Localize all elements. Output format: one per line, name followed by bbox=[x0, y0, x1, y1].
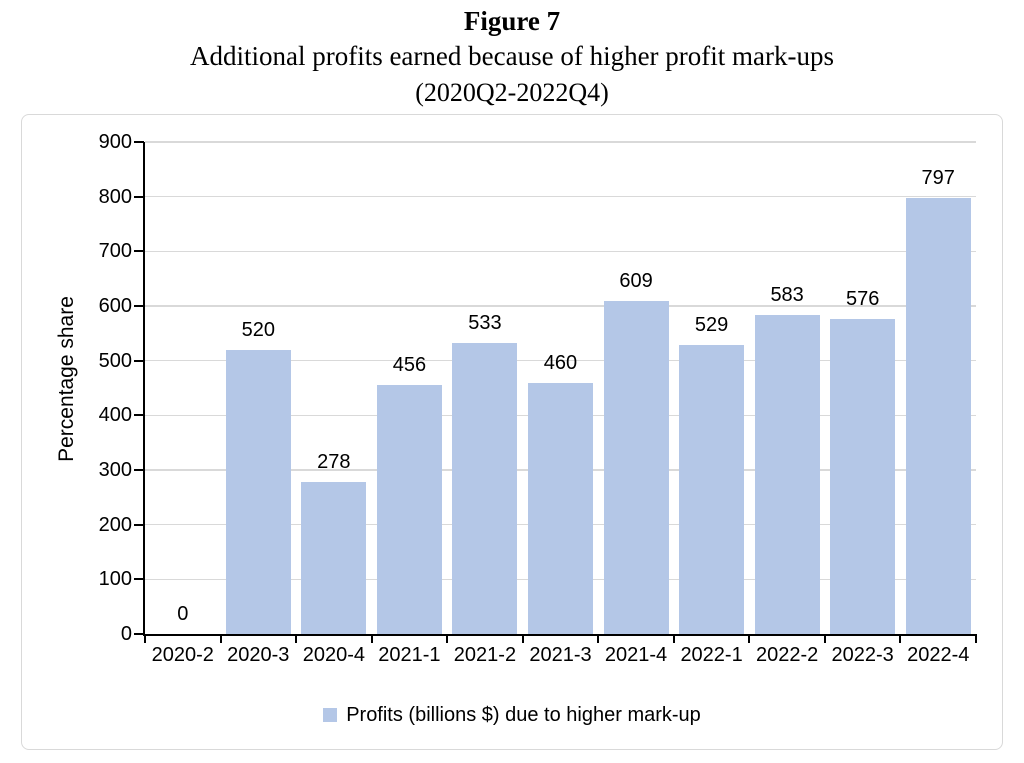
x-axis-tick bbox=[672, 634, 675, 643]
bar bbox=[754, 315, 820, 634]
figure-period: (2020Q2-2022Q4) bbox=[415, 78, 609, 107]
bar-value-label: 0 bbox=[177, 603, 189, 625]
bar bbox=[830, 319, 896, 634]
y-tick-label: 400 bbox=[98, 404, 132, 427]
x-tick-label: 2021-3 bbox=[529, 644, 592, 666]
x-axis-tick bbox=[295, 634, 298, 643]
bar-value-label: 278 bbox=[317, 451, 351, 474]
y-axis-tick bbox=[134, 633, 144, 635]
legend-swatch-icon bbox=[323, 708, 338, 722]
gridline bbox=[145, 359, 976, 362]
bar-value-label: 576 bbox=[845, 288, 880, 311]
x-axis-tick bbox=[823, 634, 826, 643]
y-tick-label: 500 bbox=[98, 349, 132, 372]
x-tick-label: 2020-4 bbox=[302, 644, 365, 666]
x-axis-tick bbox=[446, 634, 449, 643]
bar bbox=[376, 384, 442, 634]
bar bbox=[905, 198, 971, 634]
x-axis-tick bbox=[748, 634, 751, 643]
x-tick-label: 2020-3 bbox=[227, 644, 290, 666]
bar bbox=[603, 301, 669, 634]
y-axis-tick bbox=[134, 523, 144, 526]
gridline bbox=[145, 141, 976, 143]
y-axis-tick bbox=[134, 469, 144, 471]
x-tick-label: 2022-4 bbox=[907, 644, 970, 666]
y-tick-label: 0 bbox=[120, 623, 132, 645]
bar bbox=[225, 349, 291, 634]
x-tick-label: 2021-1 bbox=[378, 644, 441, 666]
bar bbox=[452, 342, 518, 634]
legend: Profits (billions $) due to higher mark-… bbox=[22, 703, 1002, 727]
x-axis-tick bbox=[975, 634, 977, 643]
y-tick-label: 800 bbox=[98, 185, 132, 208]
bar-value-label: 609 bbox=[619, 270, 653, 293]
y-tick-label: 700 bbox=[98, 240, 132, 263]
chart-frame: Percentage share 0 100 200 300 400 500 600 700 8… bbox=[21, 114, 1003, 750]
y-axis-tick bbox=[134, 195, 144, 198]
bar bbox=[528, 382, 593, 634]
y-axis-tick bbox=[134, 578, 144, 581]
bar-value-label: 533 bbox=[468, 311, 502, 334]
bar-value-label: 520 bbox=[241, 318, 275, 341]
bar-value-label: 460 bbox=[543, 351, 578, 374]
y-axis-tick bbox=[134, 141, 144, 143]
x-axis-line bbox=[143, 634, 976, 636]
bar-value-label: 456 bbox=[392, 353, 427, 376]
x-axis-tick bbox=[521, 634, 524, 643]
y-tick-label: 900 bbox=[98, 131, 132, 153]
x-axis-tick bbox=[219, 634, 222, 643]
x-tick-label: 2022-2 bbox=[755, 644, 819, 666]
figure-number: Figure 7 bbox=[463, 6, 561, 36]
y-axis-line bbox=[143, 142, 145, 636]
y-axis-tick bbox=[134, 359, 144, 362]
gridline bbox=[145, 195, 976, 198]
bar-value-label: 529 bbox=[694, 313, 729, 336]
bar-value-label: 797 bbox=[921, 167, 955, 190]
y-axis-tick bbox=[134, 414, 144, 417]
x-tick-label: 2020-2 bbox=[151, 644, 214, 666]
x-axis-tick bbox=[370, 634, 373, 643]
y-axis-tick bbox=[134, 250, 144, 253]
legend-label: Profits (billions $) due to higher mark-… bbox=[346, 704, 701, 726]
y-tick-label: 100 bbox=[98, 568, 132, 591]
x-axis-tick bbox=[597, 634, 600, 643]
y-axis-tick bbox=[134, 305, 144, 307]
y-tick-label: 600 bbox=[98, 295, 132, 317]
gridline bbox=[145, 250, 976, 253]
figure-title-block: Figure 7 Additional profits earned becau… bbox=[0, 4, 1024, 110]
y-tick-label: 200 bbox=[98, 513, 132, 536]
figure-subtitle: Additional profits earned because of hig… bbox=[189, 41, 835, 71]
plot-area: 0 100 200 300 400 500 600 700 800 900 0 2020-2 520 20… bbox=[99, 131, 977, 666]
bar-value-label: 583 bbox=[770, 284, 804, 307]
y-tick-label: 300 bbox=[98, 459, 132, 481]
gridline bbox=[145, 305, 976, 307]
x-axis-tick bbox=[899, 634, 902, 643]
bar bbox=[301, 482, 367, 634]
bar bbox=[679, 344, 745, 634]
x-tick-label: 2022-1 bbox=[680, 644, 743, 666]
x-tick-label: 2021-4 bbox=[604, 644, 668, 666]
x-axis-tick bbox=[144, 634, 146, 643]
x-tick-label: 2021-2 bbox=[453, 644, 517, 666]
x-tick-label: 2022-3 bbox=[831, 644, 894, 666]
y-axis-title: Percentage share bbox=[55, 296, 78, 462]
